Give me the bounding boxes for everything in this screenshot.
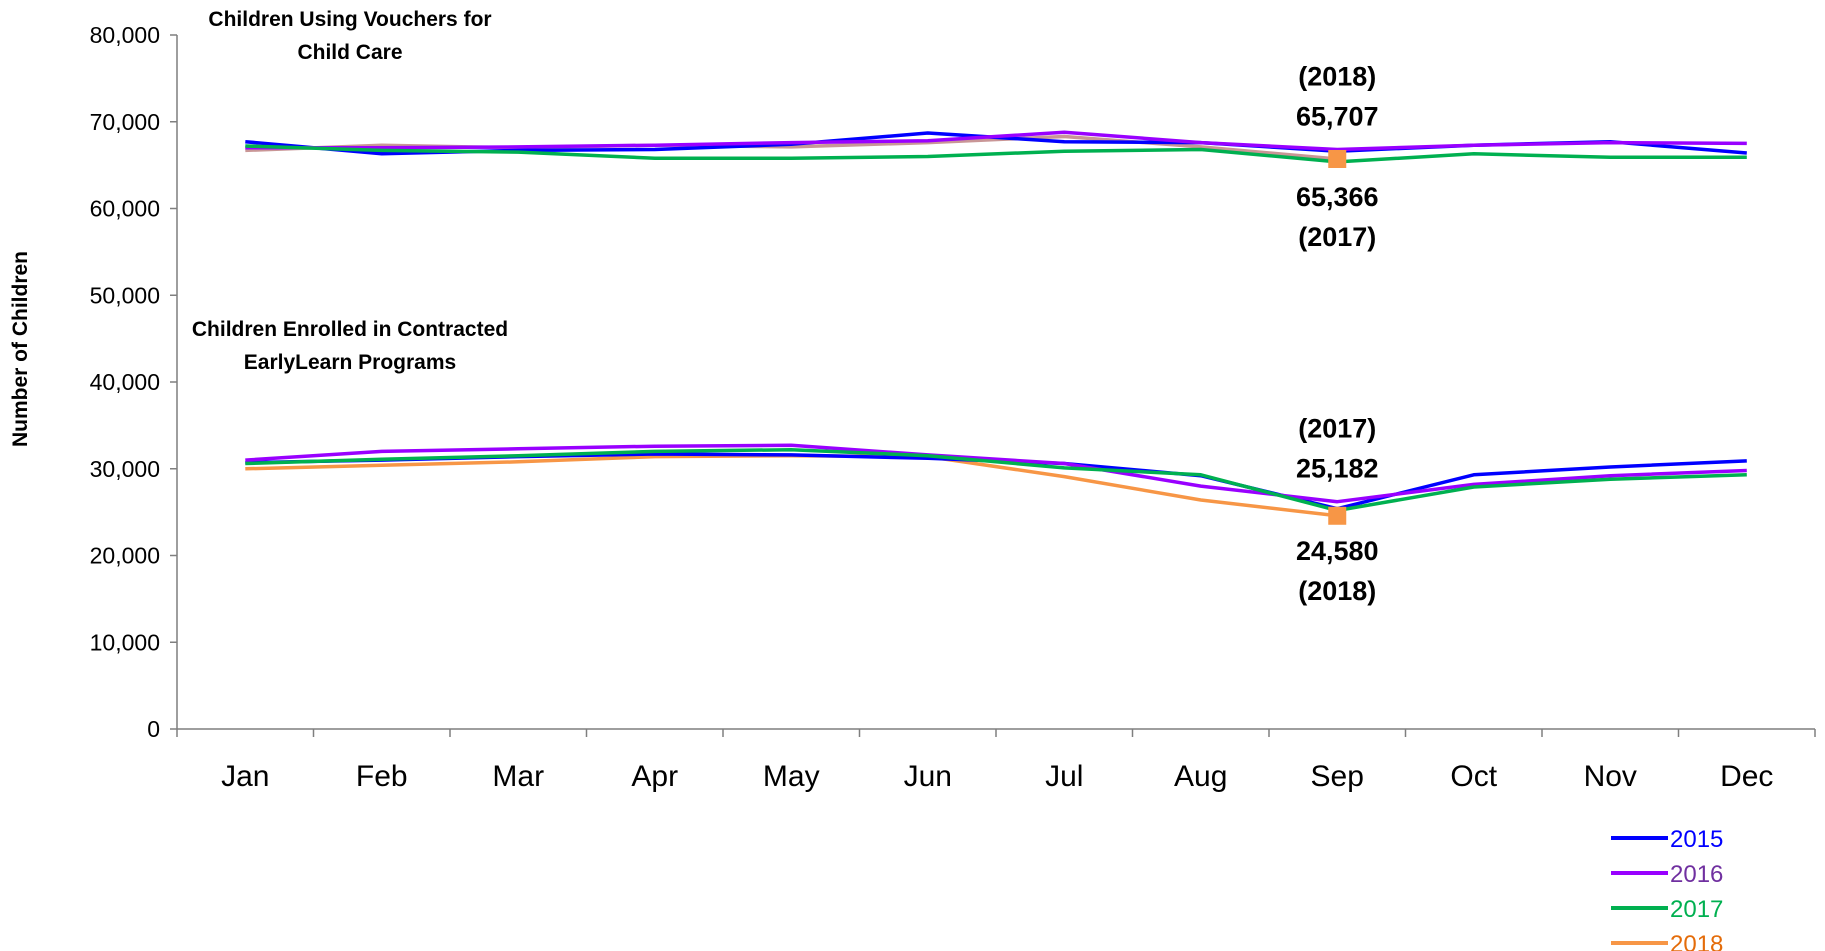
x-category-label: Jun — [904, 760, 952, 793]
data-annotation: (2018) — [1298, 576, 1376, 606]
panel-title-vouchers: Children Using Vouchers for — [208, 8, 491, 31]
x-category-label: Nov — [1584, 760, 1637, 793]
series-line-vouchers-2016 — [245, 130, 1747, 152]
x-category-label: Dec — [1720, 760, 1773, 793]
data-annotation: (2018) — [1298, 62, 1376, 92]
data-annotation: (2017) — [1298, 414, 1376, 444]
data-annotation: 65,366 — [1296, 182, 1379, 212]
y-tick-label: 30,000 — [90, 456, 160, 482]
data-annotation: 65,707 — [1296, 102, 1379, 132]
series-line-vouchers-2017 — [245, 144, 1747, 164]
x-category-label: Jan — [221, 760, 269, 793]
y-axis-title: Number of Children — [9, 251, 32, 447]
data-annotation: (2017) — [1298, 222, 1376, 252]
panel-title-earlylearn: EarlyLearn Programs — [244, 351, 456, 374]
x-category-label: Sep — [1311, 760, 1364, 793]
series-lines — [245, 130, 1747, 518]
legend-label: 2017 — [1670, 896, 1723, 923]
series-line-earlylearn-2018 — [245, 453, 1338, 518]
x-axis-category-labels: Jan Feb Mar Apr May Jun Jul Aug Sep Oct Nov Dec — [221, 760, 1773, 793]
x-category-label: Feb — [356, 760, 408, 793]
x-category-label: May — [763, 760, 820, 793]
legend-label: 2018 — [1670, 931, 1723, 951]
x-category-label: Oct — [1450, 760, 1497, 793]
x-category-label: Apr — [631, 760, 678, 793]
y-tick-label: 0 — [147, 716, 160, 742]
x-category-label: Mar — [492, 760, 544, 793]
annotations: (2018) 65,707 65,366 (2017) (2017) 25,182 24,5… — [1296, 62, 1379, 606]
legend-label: 2015 — [1670, 826, 1723, 853]
y-axis-tick-labels: 0 10,000 20,000 30,000 40,000 50,000 60,000 70,… — [90, 22, 160, 742]
panel-titles: Children Using Vouchers for Child Care Chi… — [192, 8, 508, 374]
x-category-label: Aug — [1174, 760, 1227, 793]
y-tick-label: 40,000 — [90, 369, 160, 395]
highlight-marker-earlylearn — [1328, 506, 1347, 525]
data-annotation: 24,580 — [1296, 536, 1379, 566]
y-tick-label: 10,000 — [90, 629, 160, 655]
legend: 2015 2016 2017 2018 — [1611, 826, 1723, 951]
y-tick-label: 60,000 — [90, 196, 160, 222]
y-tick-label: 70,000 — [90, 109, 160, 135]
highlight-marker-vouchers — [1328, 149, 1347, 168]
legend-label: 2016 — [1670, 861, 1723, 888]
highlight-markers — [1328, 149, 1347, 525]
x-category-label: Jul — [1045, 760, 1083, 793]
axes — [170, 34, 1816, 737]
y-tick-label: 20,000 — [90, 543, 160, 569]
data-annotation: 25,182 — [1296, 454, 1379, 484]
panel-title-vouchers: Child Care — [297, 41, 402, 64]
y-tick-label: 80,000 — [90, 22, 160, 48]
series-line-earlylearn-2017 — [245, 447, 1747, 513]
panel-title-earlylearn: Children Enrolled in Contracted — [192, 318, 508, 341]
y-tick-label: 50,000 — [90, 282, 160, 308]
series-line-earlylearn-2016 — [245, 443, 1747, 504]
